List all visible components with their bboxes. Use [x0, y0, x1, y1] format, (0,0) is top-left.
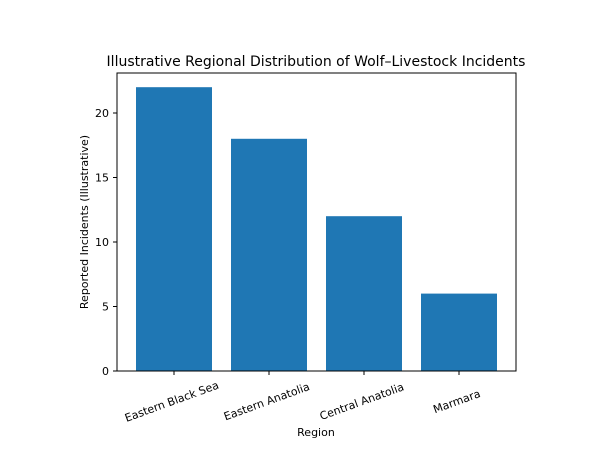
y-tick-label: 10: [95, 236, 109, 249]
bars-group: [136, 87, 497, 371]
y-tick-label: 5: [102, 300, 109, 313]
y-axis: 0 5 10 15 20: [95, 107, 117, 378]
bar-eastern-anatolia: [231, 138, 307, 371]
bar-central-anatolia: [326, 216, 402, 371]
y-tick-label: 0: [102, 365, 109, 378]
chart-title: Illustrative Regional Distribution of Wo…: [107, 54, 526, 70]
y-tick-label: 20: [95, 107, 109, 120]
bar-eastern-black-sea: [136, 87, 212, 371]
plot-frame: [116, 72, 517, 372]
y-axis-label: Reported Incidents (Illustrative): [78, 135, 91, 309]
x-axis-label: Region: [297, 426, 335, 439]
y-tick-label: 15: [95, 171, 109, 184]
bar-marmara: [421, 293, 497, 371]
